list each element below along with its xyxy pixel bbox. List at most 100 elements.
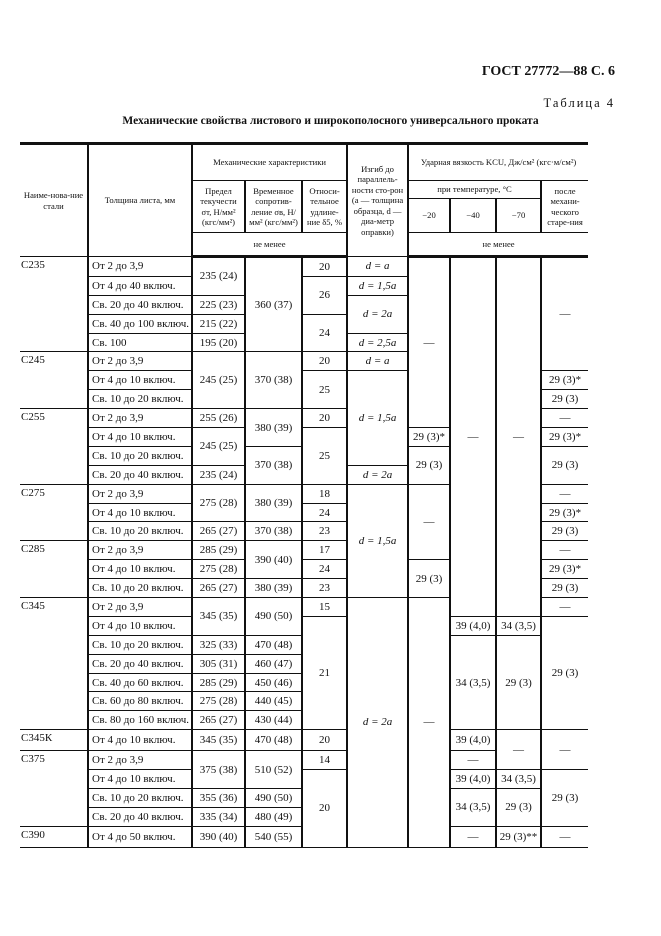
cell-yield-strength: 275 (28) (191, 559, 246, 580)
cell-tensile-strength: 390 (40) (244, 540, 303, 580)
cell-yield-strength: 215 (22) (191, 313, 246, 334)
cell-kcu-after-aging: 29 (3) (540, 578, 589, 599)
col-temp-minus70: −70 (495, 198, 542, 233)
cell-yield-strength: 275 (28) (191, 691, 246, 712)
col-group-impact: Ударная вязкость KCU, Дж/см² (кгс·м/см²) (407, 142, 589, 181)
cell-thickness: От 4 до 10 включ. (87, 615, 193, 636)
cell-tensile-strength: 460 (47) (244, 653, 303, 674)
cell-thickness: От 2 до 3,9 (87, 351, 193, 372)
table-row: С285 От 2 до 3,9 285 (29) 390 (40) 17 — (20, 540, 589, 599)
cell-steel-name: С285 (20, 540, 89, 599)
cell-elongation: 25 (300, 370, 348, 410)
cell-bend-test: d = 2a (346, 464, 409, 485)
cell-bend-test: d = 2a (346, 597, 409, 848)
cell-kcu-minus20: — (407, 483, 451, 561)
cell-tensile-strength: 540 (55) (244, 825, 303, 848)
cell-yield-strength: 285 (29) (191, 672, 246, 693)
cell-thickness: От 4 до 40 включ. (87, 275, 193, 296)
cell-kcu-after-aging: — (540, 483, 589, 504)
cell-kcu-minus70: 29 (3) (495, 634, 542, 731)
table-row: Св. 40 до 60 включ. 285 (29) 450 (46) (20, 672, 588, 693)
cell-thickness: От 2 до 3,9 (87, 483, 193, 504)
cell-kcu-minus70: 29 (3) (495, 787, 542, 827)
cell-bend-test: d = 2,5a (346, 332, 409, 353)
cell-thickness: От 2 до 3,9 (87, 540, 193, 561)
table-row: С390 От 4 до 50 включ. 390 (40) 540 (55) —29… (20, 825, 589, 848)
cell-tensile-strength: 360 (37) (244, 255, 303, 353)
cell-yield-strength: 245 (25) (191, 351, 246, 410)
cell-elongation: 20 (300, 256, 348, 277)
cell-tensile-strength: 370 (38) (244, 445, 303, 485)
cell-elongation: 24 (300, 502, 348, 523)
cell-kcu-minus40: 39 (4,0) (449, 615, 497, 636)
cell-kcu-minus40: 34 (3,5) (449, 787, 497, 827)
cell-elongation: 24 (300, 559, 348, 580)
cell-bend-test: d = 1,5a (346, 370, 409, 466)
cell-yield-strength: 305 (31) (191, 653, 246, 674)
cell-kcu-after-aging: — (540, 540, 589, 561)
cell-steel-name: С255 (20, 408, 89, 485)
cell-kcu-after-aging: 29 (3)* (540, 502, 589, 523)
cell-thickness: Св. 10 до 20 включ. (87, 389, 193, 410)
cell-kcu-minus20: 29 (3) (407, 559, 451, 599)
not-less-label-mechanical: не менее (190, 232, 348, 258)
cell-thickness: От 2 до 3,9 (87, 256, 193, 277)
cell-steel-name: С345К (20, 729, 89, 752)
cell-kcu-minus40: — (449, 750, 497, 771)
cell-yield-strength: 345 (35) (191, 597, 246, 636)
cell-kcu-minus40: 39 (4,0) (449, 729, 497, 752)
cell-thickness: От 4 до 10 включ. (87, 729, 193, 752)
cell-kcu-after-aging: — (540, 255, 589, 372)
cell-elongation: 25 (300, 427, 348, 485)
cell-tensile-strength: 490 (50) (244, 787, 303, 808)
cell-bend-test: d = a (346, 256, 409, 277)
cell-yield-strength: 235 (24) (191, 464, 246, 485)
cell-kcu-after-aging: — (540, 597, 589, 617)
cell-thickness: Св. 20 до 40 включ. (87, 464, 193, 485)
table-row: От 4 до 10 включ. 245 (25) 25 29 (3)* 29 (3)… (20, 427, 589, 485)
table-row: От 4 до 10 включ. 21 39 (4,0) 34 (3,5) 29 (3… (20, 615, 589, 731)
table-row: С345К От 4 до 10 включ. 345 (35) 470 (48) 20… (20, 729, 589, 771)
cell-kcu-minus70: 34 (3,5) (495, 615, 542, 636)
cell-tensile-strength: 490 (50) (244, 597, 303, 636)
cell-thickness: Св. 60 до 80 включ. (87, 691, 193, 712)
cell-elongation: 18 (300, 483, 348, 504)
cell-elongation: 23 (300, 521, 348, 542)
cell-yield-strength: 325 (33) (191, 634, 246, 655)
cell-tensile-strength: 480 (49) (244, 806, 303, 827)
col-temp-minus40: −40 (449, 198, 497, 233)
cell-thickness: От 4 до 10 включ. (87, 769, 193, 789)
cell-tensile-strength: 510 (52) (244, 750, 303, 789)
cell-kcu-minus20: — (407, 597, 451, 848)
cell-elongation: 20 (300, 408, 348, 429)
cell-elongation: 14 (300, 750, 348, 771)
cell-kcu-minus70: 29 (3)** (495, 825, 542, 848)
cell-thickness: Св. 10 до 20 включ. (87, 634, 193, 655)
cell-elongation: 17 (300, 540, 348, 561)
cell-elongation: 21 (300, 615, 348, 731)
cell-thickness: Св. 80 до 160 включ. (87, 710, 193, 731)
col-group-mechanical: Механические характеристики (190, 142, 348, 181)
not-less-label-impact: не менее (407, 232, 589, 258)
cell-steel-name: С235 (20, 255, 89, 353)
cell-thickness: Св. 20 до 40 включ. (87, 653, 193, 674)
table-row: С235 От 2 до 3,9 235 (24) 360 (37) 20 d = a — —… (20, 255, 589, 617)
cell-kcu-after-aging: 29 (3) (540, 389, 589, 410)
cell-kcu-after-aging: 29 (3) (540, 521, 589, 542)
cell-thickness: От 4 до 10 включ. (87, 370, 193, 391)
cell-kcu-after-aging: 29 (3) (540, 769, 589, 827)
table-row: С275 От 2 до 3,9 275 (28) 380 (39) 18 d = 1,5… (20, 483, 589, 599)
cell-tensile-strength: 380 (39) (244, 483, 303, 523)
cell-yield-strength: 335 (34) (191, 806, 246, 827)
table-row: Св. 20 до 40 включ. 335 (34) 480 (49) (20, 806, 588, 827)
cell-tensile-strength: 370 (38) (244, 521, 303, 542)
col-yield: Предел текучести σт, Н/мм² (кгс/мм²) (191, 180, 246, 233)
cell-steel-name: С390 (20, 825, 89, 848)
cell-yield-strength: 265 (27) (191, 710, 246, 731)
cell-yield-strength: 235 (24) (191, 256, 246, 296)
cell-kcu-minus40: — (449, 825, 497, 848)
mechanical-properties-table: Наиме-нова-ние стали Толщина листа, мм М… (20, 142, 589, 848)
cell-bend-test: d = 2a (346, 294, 409, 334)
cell-yield-strength: 245 (25) (191, 427, 246, 466)
cell-yield-strength: 345 (35) (191, 729, 246, 752)
